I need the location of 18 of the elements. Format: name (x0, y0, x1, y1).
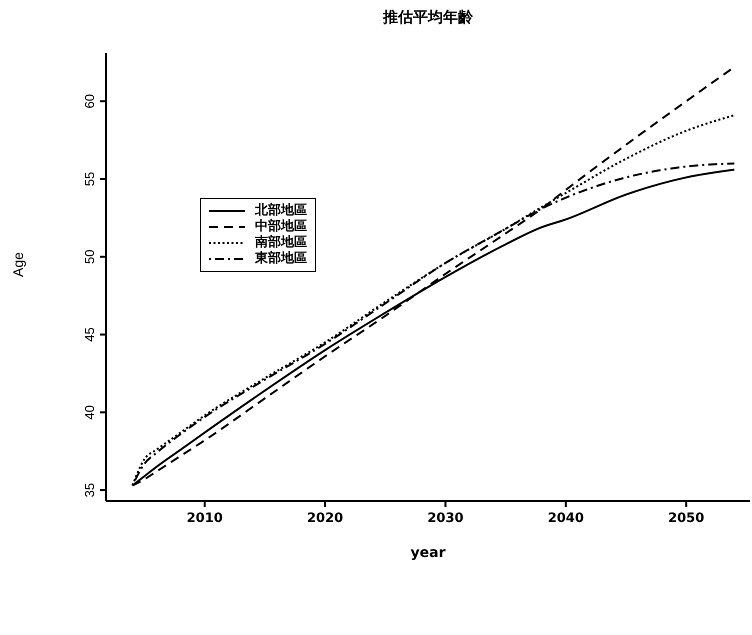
legend-label: 東部地區 (255, 251, 307, 267)
legend-label: 北部地區 (255, 203, 307, 218)
x-tick-label: 2030 (427, 511, 464, 526)
x-tick-label: 2050 (668, 511, 704, 526)
x-tick-label: 2020 (306, 511, 344, 526)
y-axis-title: Age (10, 252, 26, 277)
x-tick-label: 2010 (186, 511, 223, 526)
y-tick-label: 35 (82, 482, 97, 498)
y-tick-label: 40 (82, 405, 97, 420)
legend-label: 中部地區 (255, 219, 307, 234)
y-tick-label: 45 (82, 327, 97, 342)
x-axis-title: year (410, 545, 446, 561)
legend-label: 南部地區 (255, 235, 307, 250)
x-tick-label: 2040 (548, 511, 584, 526)
y-tick-label: 50 (82, 250, 97, 264)
chart-title: 推估平均年齡 (382, 8, 474, 27)
y-tick-label: 60 (82, 94, 97, 108)
y-tick-label: 55 (82, 172, 97, 186)
